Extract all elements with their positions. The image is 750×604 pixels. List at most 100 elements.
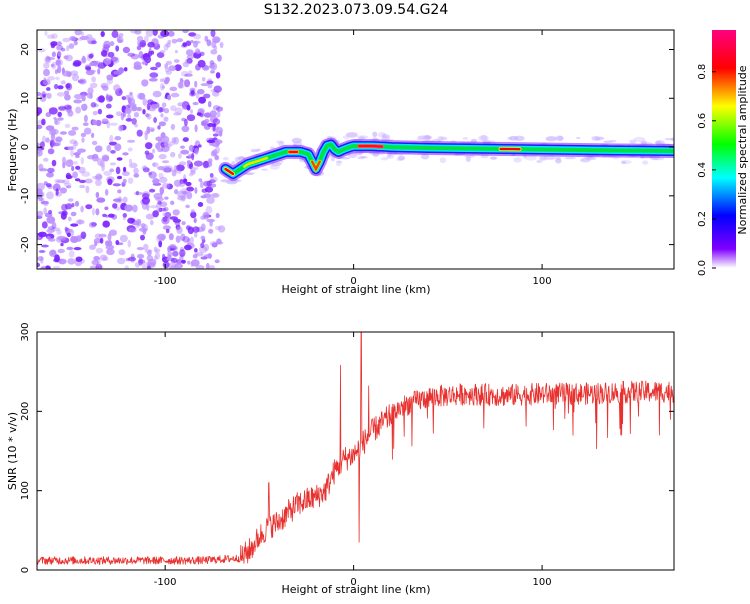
noise-speckle xyxy=(108,52,114,58)
noise-speckle xyxy=(46,93,51,99)
noise-speckle xyxy=(149,189,155,193)
colorbar: 0.00.20.40.60.8 Normalized spectral ampl… xyxy=(697,30,749,276)
noise-speckle xyxy=(64,183,72,187)
noise-speckle xyxy=(113,183,121,186)
noise-speckle xyxy=(43,79,51,85)
noise-speckle xyxy=(127,218,134,224)
halo-speckle xyxy=(539,157,546,160)
noise-speckle xyxy=(186,187,194,192)
noise-speckle xyxy=(164,117,169,122)
noise-speckle xyxy=(55,59,63,67)
noise-speckle xyxy=(163,216,168,222)
noise-speckle xyxy=(102,221,110,228)
noise-speckle xyxy=(151,104,160,109)
noise-speckle xyxy=(183,137,189,142)
noise-speckle xyxy=(168,65,176,71)
noise-speckle xyxy=(50,250,56,255)
noise-speckle xyxy=(95,208,99,215)
noise-speckle xyxy=(152,210,159,217)
noise-speckle xyxy=(155,197,164,201)
noise-speckle xyxy=(80,206,84,213)
noise-speckle xyxy=(172,137,177,143)
noise-speckle xyxy=(148,172,152,176)
noise-speckle xyxy=(155,62,161,68)
noise-speckle xyxy=(43,207,47,214)
noise-speckle xyxy=(200,242,204,248)
halo-speckle xyxy=(398,156,405,161)
noise-speckle xyxy=(147,42,155,48)
noise-speckle xyxy=(61,80,66,84)
noise-speckle xyxy=(171,124,175,130)
noise-speckle xyxy=(83,122,89,126)
noise-speckle xyxy=(89,62,95,66)
noise-speckle xyxy=(177,170,182,174)
noise-speckle xyxy=(66,71,71,77)
noise-speckle xyxy=(152,178,159,184)
noise-speckle xyxy=(147,114,152,120)
noise-speckle xyxy=(95,61,101,64)
noise-speckle xyxy=(182,29,188,33)
noise-speckle xyxy=(37,256,43,261)
noise-speckle xyxy=(55,69,58,74)
noise-speckle xyxy=(201,236,206,240)
noise-speckle xyxy=(145,249,153,253)
noise-speckle xyxy=(192,226,199,233)
noise-speckle xyxy=(216,72,221,78)
noise-speckle xyxy=(92,141,98,145)
noise-speckle xyxy=(159,121,166,126)
noise-speckle xyxy=(123,213,127,218)
noise-speckle xyxy=(201,223,206,231)
noise-speckle xyxy=(39,250,46,253)
y-tick-label: -20 xyxy=(20,236,31,252)
noise-speckle xyxy=(173,219,181,223)
noise-speckle xyxy=(88,54,93,59)
noise-speckle xyxy=(138,258,143,266)
noise-speckle xyxy=(178,153,182,158)
noise-speckle xyxy=(71,166,74,171)
noise-speckle xyxy=(183,179,187,185)
noise-speckle xyxy=(73,99,82,103)
y-tick-label: 0 xyxy=(20,144,31,150)
noise-speckle xyxy=(167,40,171,44)
noise-speckle xyxy=(167,95,171,101)
halo-speckle xyxy=(261,169,268,171)
noise-speckle xyxy=(149,72,158,78)
noise-speckle xyxy=(70,150,74,157)
noise-speckle xyxy=(84,128,91,135)
noise-speckle xyxy=(65,227,68,232)
noise-speckle xyxy=(81,32,85,37)
noise-speckle xyxy=(181,221,185,225)
noise-speckle xyxy=(207,140,215,143)
noise-speckle xyxy=(127,140,135,143)
noise-speckle xyxy=(124,67,128,71)
noise-speckles xyxy=(33,28,225,273)
noise-speckle xyxy=(169,266,176,271)
noise-speckle xyxy=(160,113,163,117)
halo-speckle xyxy=(514,136,525,141)
noise-speckle xyxy=(198,60,206,68)
noise-speckle xyxy=(102,155,109,161)
noise-speckle xyxy=(110,162,116,165)
colorbar-tick-label: 0.8 xyxy=(697,64,708,80)
noise-speckle xyxy=(156,235,162,242)
noise-speckle xyxy=(174,59,180,63)
spectrogram-xlabel: Height of straight line (km) xyxy=(281,283,430,296)
noise-speckle xyxy=(100,238,104,244)
noise-speckle xyxy=(102,214,107,217)
noise-speckle xyxy=(171,258,178,263)
noise-speckle xyxy=(92,260,99,265)
noise-speckle xyxy=(114,71,123,75)
noise-speckle xyxy=(97,175,102,180)
noise-speckle xyxy=(69,43,75,49)
noise-speckle xyxy=(203,161,209,169)
noise-speckle xyxy=(122,152,128,155)
noise-speckle xyxy=(85,204,92,209)
noise-speckle xyxy=(117,258,126,264)
noise-speckle xyxy=(109,168,114,172)
spectrogram-ylabel: Frequency (Hz) xyxy=(6,109,19,192)
noise-speckle xyxy=(48,226,55,230)
noise-speckle xyxy=(101,50,107,57)
